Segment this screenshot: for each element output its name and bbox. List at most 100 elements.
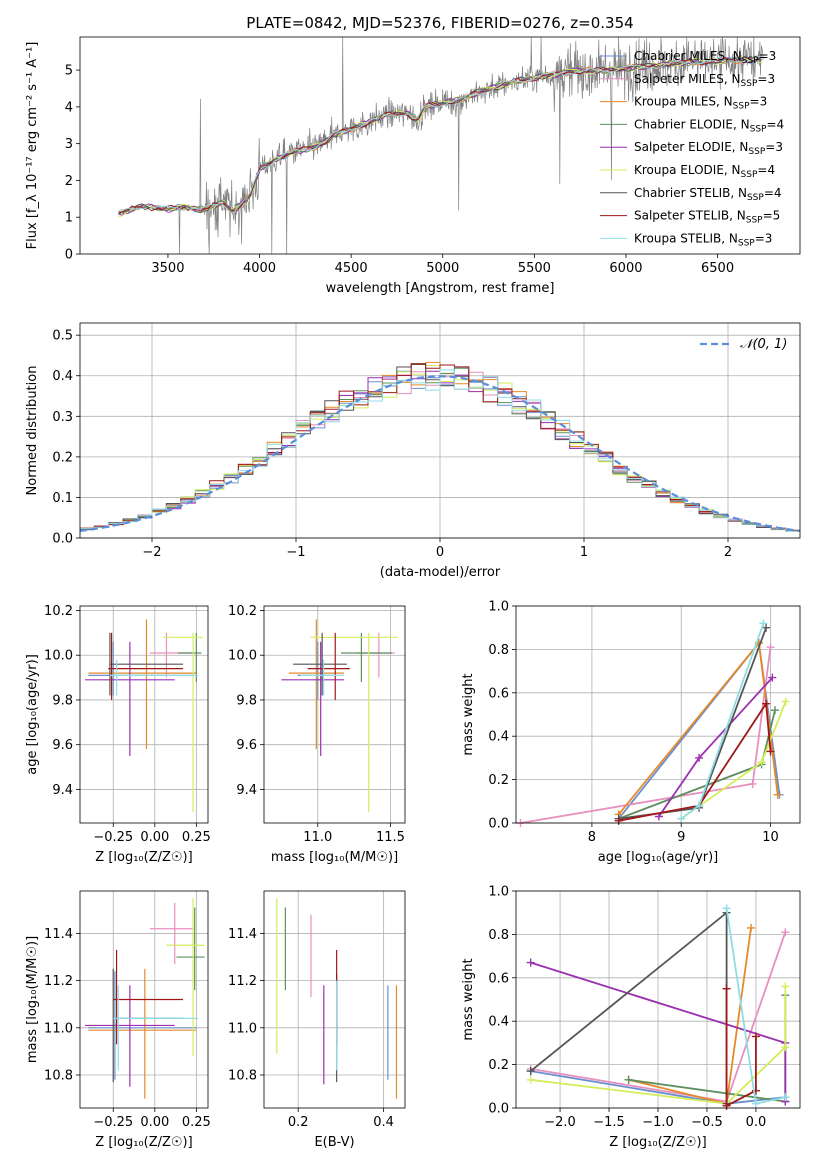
legend-entry: Salpeter MILES, NSSP=3	[634, 72, 775, 89]
x-tick-label: 0.25	[182, 830, 211, 845]
y-tick-label: 5	[65, 64, 73, 79]
weight-point-chabrier-elodie	[770, 706, 779, 715]
x-tick-label: −0.25	[93, 1115, 133, 1130]
y-tick-label: 0.4	[52, 369, 73, 384]
axes-frame	[263, 890, 406, 1109]
legend-entry: Salpeter STELIB, NSSP=5	[634, 209, 780, 226]
weight-point-salpeter-elodie	[768, 673, 777, 682]
y-tick-label: 0.3	[52, 410, 73, 425]
legend-entry: Salpeter ELODIE, NSSP=3	[634, 140, 783, 157]
y-tick-label: 0.0	[488, 1102, 509, 1117]
legend-entry: Kroupa STELIB, NSSP=3	[634, 231, 772, 248]
y-tick-label: 0.0	[488, 817, 509, 832]
y-tick-label: 11.2	[228, 974, 257, 989]
weight-point-kroupa-elodie	[781, 982, 790, 991]
y-tick-label: 9.6	[52, 738, 73, 753]
x-tick-label: 1	[580, 545, 588, 560]
x-tick-label: 0.25	[182, 1115, 211, 1130]
legend-entry: Chabrier ELODIE, NSSP=4	[634, 117, 784, 134]
y-tick-label: 9.6	[236, 738, 257, 753]
weight-point-chabrier-stelib	[526, 1067, 535, 1076]
y-tick-label: 2	[65, 174, 73, 189]
y-tick-label: 11.2	[44, 974, 73, 989]
axes-frame	[263, 605, 406, 824]
x-tick-label: −2.0	[544, 1115, 576, 1130]
x-tick-label: 0	[436, 545, 444, 560]
weight-point-kroupa-stelib	[695, 801, 704, 810]
legend-entry: 𝒩(0, 1)	[740, 337, 787, 352]
x-axis-label: (data-model)/error	[380, 565, 501, 580]
axes-frame	[79, 322, 801, 539]
axes-frame	[79, 36, 801, 255]
weight-point-kroupa-stelib	[677, 814, 686, 823]
model-line-chabrier-stelib	[118, 57, 762, 215]
weight-point-kroupa-stelib	[751, 1099, 760, 1108]
y-tick-label: 0	[65, 248, 73, 263]
weight-point-salpeter-elodie	[695, 753, 704, 762]
y-tick-label: 0.2	[52, 450, 73, 465]
weight-point-chabrier-elodie	[624, 1075, 633, 1084]
x-tick-label: 4500	[335, 261, 368, 276]
weight-point-kroupa-elodie	[781, 697, 790, 706]
y-tick-label: 0.6	[488, 971, 509, 986]
x-tick-label: 0.2	[288, 1115, 309, 1130]
x-tick-label: −1.0	[642, 1115, 674, 1130]
y-tick-label: 11.4	[228, 927, 257, 942]
y-tick-label: 10.8	[44, 1068, 73, 1083]
weight-point-kroupa-elodie	[526, 1075, 535, 1084]
x-tick-label: 0.00	[140, 1115, 169, 1130]
x-tick-label: 3500	[151, 261, 184, 276]
x-tick-label: 4000	[243, 261, 276, 276]
axes-frame	[79, 605, 209, 824]
y-axis-label: age [log₁₀(age/yr)]	[25, 654, 40, 775]
x-tick-label: 11.5	[376, 830, 405, 845]
x-tick-label: 8	[588, 830, 596, 845]
x-tick-label: −1	[286, 545, 305, 560]
x-axis-label: Z [log₁₀(Z/Z☉)]	[609, 1135, 706, 1150]
x-axis-label: wavelength [Angstrom, rest frame]	[326, 281, 555, 296]
weight-point-salpeter-stelib	[722, 984, 731, 993]
weight-point-kroupa-elodie	[781, 1043, 790, 1052]
axes-frame	[515, 890, 801, 1109]
weight-point-kroupa-miles	[747, 923, 756, 932]
x-tick-label: 10	[762, 830, 779, 845]
weight-point-chabrier-stelib	[762, 623, 771, 632]
y-tick-label: 0.2	[488, 1058, 509, 1073]
weight-line-salpeter-stelib	[618, 700, 772, 822]
weight-point-salpeter-miles	[766, 643, 775, 652]
weight-point-kroupa-stelib	[759, 619, 768, 628]
y-tick-label: 10.2	[228, 604, 257, 619]
y-tick-label: 0.6	[488, 686, 509, 701]
x-tick-label: 6000	[609, 261, 642, 276]
x-axis-label: Z [log₁₀(Z/Z☉)]	[95, 850, 192, 865]
x-axis-label: Z [log₁₀(Z/Z☉)]	[95, 1135, 192, 1150]
x-tick-label: 5500	[518, 261, 551, 276]
y-tick-label: 1.0	[488, 600, 509, 615]
x-tick-label: 9	[677, 830, 685, 845]
y-tick-label: 9.4	[52, 783, 73, 798]
axes-frame	[79, 890, 209, 1109]
y-tick-label: 4	[65, 100, 73, 115]
y-tick-label: 11.0	[44, 1021, 73, 1036]
x-tick-label: 11.0	[303, 830, 332, 845]
y-tick-label: 9.8	[236, 693, 257, 708]
weight-point-salpeter-miles	[781, 928, 790, 937]
y-tick-label: 0.0	[52, 532, 73, 547]
y-tick-label: 1	[65, 211, 73, 226]
x-tick-label: −0.5	[691, 1115, 723, 1130]
x-tick-label: 0.4	[373, 1115, 394, 1130]
weight-point-salpeter-stelib	[766, 747, 775, 756]
chart-title: PLATE=0842, MJD=52376, FIBERID=0276, z=0…	[246, 14, 633, 32]
y-tick-label: 0.5	[52, 329, 73, 344]
x-tick-label: −1.5	[593, 1115, 625, 1130]
x-tick-label: −2	[142, 545, 161, 560]
model-line-salpeter-stelib	[118, 56, 762, 214]
x-tick-label: 2	[724, 545, 732, 560]
weight-point-salpeter-miles	[748, 779, 757, 788]
y-tick-label: 0.4	[488, 730, 509, 745]
y-tick-label: 0.8	[488, 928, 509, 943]
x-axis-label: age [log₁₀(age/yr)]	[598, 850, 719, 865]
weight-point-kroupa-miles	[773, 790, 782, 799]
x-tick-label: 0.00	[140, 830, 169, 845]
